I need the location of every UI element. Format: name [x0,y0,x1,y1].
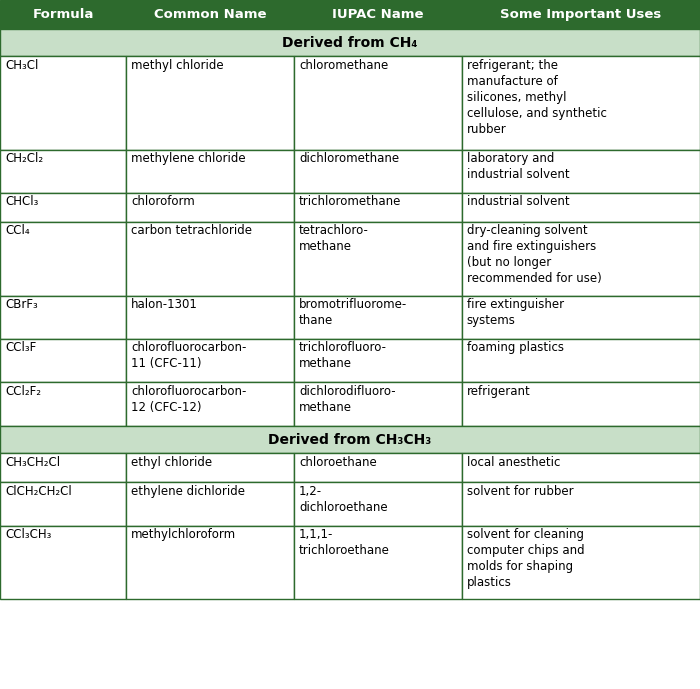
Text: Some Important Uses: Some Important Uses [500,8,662,21]
Text: solvent for rubber: solvent for rubber [467,485,573,497]
Bar [126,382,294,426]
Text: chloromethane: chloromethane [299,59,388,72]
Text: local anesthetic: local anesthetic [467,456,560,469]
Bar [462,56,700,150]
Bar [462,150,700,193]
Text: CH₂Cl₂: CH₂Cl₂ [5,152,43,165]
Text: dichloromethane: dichloromethane [299,152,399,165]
Text: dry-cleaning solvent
and fire extinguishers
(but no longer
recommended for use): dry-cleaning solvent and fire extinguish… [467,225,601,285]
Text: trichloromethane: trichloromethane [299,196,401,208]
Bar [126,526,294,599]
Text: trichlorofluoro-
methane: trichlorofluoro- methane [299,341,387,371]
Text: CH₃Cl: CH₃Cl [5,59,38,72]
Text: ethyl chloride: ethyl chloride [131,456,212,469]
Text: ethylene dichloride: ethylene dichloride [131,485,245,497]
Bar [0,453,126,482]
Bar [462,453,700,482]
Text: 1,2-
dichloroethane: 1,2- dichloroethane [299,485,388,514]
Bar [462,296,700,339]
Bar [462,382,700,426]
Bar [462,339,700,382]
Text: methylene chloride: methylene chloride [131,152,246,165]
Bar [294,56,462,150]
Text: CH₃CH₂Cl: CH₃CH₂Cl [5,456,60,469]
Text: CCl₄: CCl₄ [5,225,29,237]
Bar [462,193,700,222]
Bar [0,339,126,382]
Text: methyl chloride: methyl chloride [131,59,223,72]
Bar [0,426,700,453]
Bar [0,382,126,426]
Text: chloroform: chloroform [131,196,195,208]
Bar [0,150,126,193]
Text: CCl₂F₂: CCl₂F₂ [5,384,41,398]
Bar [126,193,294,222]
Bar [126,339,294,382]
Bar [0,193,126,222]
Text: solvent for cleaning
computer chips and
molds for shaping
plastics: solvent for cleaning computer chips and … [467,528,584,589]
Text: tetrachloro-
methane: tetrachloro- methane [299,225,369,254]
Bar [126,56,294,150]
Bar [294,526,462,599]
Text: Formula: Formula [32,8,94,21]
Bar [0,222,126,296]
Bar [126,453,294,482]
Bar [294,0,462,29]
Text: Common Name: Common Name [154,8,266,21]
Bar [462,222,700,296]
Bar [294,339,462,382]
Text: carbon tetrachloride: carbon tetrachloride [131,225,252,237]
Text: foaming plastics: foaming plastics [467,341,564,354]
Text: Derived from CH₃CH₃: Derived from CH₃CH₃ [268,433,432,446]
Bar [0,526,126,599]
Bar [294,150,462,193]
Text: Derived from CH₄: Derived from CH₄ [282,36,418,50]
Bar [294,453,462,482]
Text: ClCH₂CH₂Cl: ClCH₂CH₂Cl [5,485,71,497]
Bar [294,482,462,526]
Text: refrigerant; the
manufacture of
silicones, methyl
cellulose, and synthetic
rubbe: refrigerant; the manufacture of silicone… [467,59,607,136]
Text: bromotrifluorome-
thane: bromotrifluorome- thane [299,298,407,327]
Bar [126,482,294,526]
Text: CBrF₃: CBrF₃ [5,298,38,311]
Bar [126,296,294,339]
Bar [294,222,462,296]
Bar [462,0,700,29]
Text: refrigerant: refrigerant [467,384,531,398]
Text: dichlorodifluoro-
methane: dichlorodifluoro- methane [299,384,395,414]
Text: industrial solvent: industrial solvent [467,196,570,208]
Bar [0,29,700,56]
Bar [126,150,294,193]
Text: 1,1,1-
trichloroethane: 1,1,1- trichloroethane [299,528,390,557]
Text: CCl₃F: CCl₃F [5,341,36,354]
Text: chloroethane: chloroethane [299,456,377,469]
Text: chlorofluorocarbon-
12 (CFC-12): chlorofluorocarbon- 12 (CFC-12) [131,384,246,414]
Bar [462,482,700,526]
Bar [126,0,294,29]
Text: CHCl₃: CHCl₃ [5,196,38,208]
Text: halon-1301: halon-1301 [131,298,198,311]
Bar [294,382,462,426]
Bar [0,296,126,339]
Text: laboratory and
industrial solvent: laboratory and industrial solvent [467,152,570,181]
Bar [294,193,462,222]
Bar [0,0,126,29]
Bar [294,296,462,339]
Text: chlorofluorocarbon-
11 (CFC-11): chlorofluorocarbon- 11 (CFC-11) [131,341,246,371]
Bar [0,56,126,150]
Bar [126,222,294,296]
Text: fire extinguisher
systems: fire extinguisher systems [467,298,564,327]
Bar [462,526,700,599]
Text: CCl₃CH₃: CCl₃CH₃ [5,528,51,541]
Bar [0,482,126,526]
Text: IUPAC Name: IUPAC Name [332,8,424,21]
Text: methylchloroform: methylchloroform [131,528,236,541]
